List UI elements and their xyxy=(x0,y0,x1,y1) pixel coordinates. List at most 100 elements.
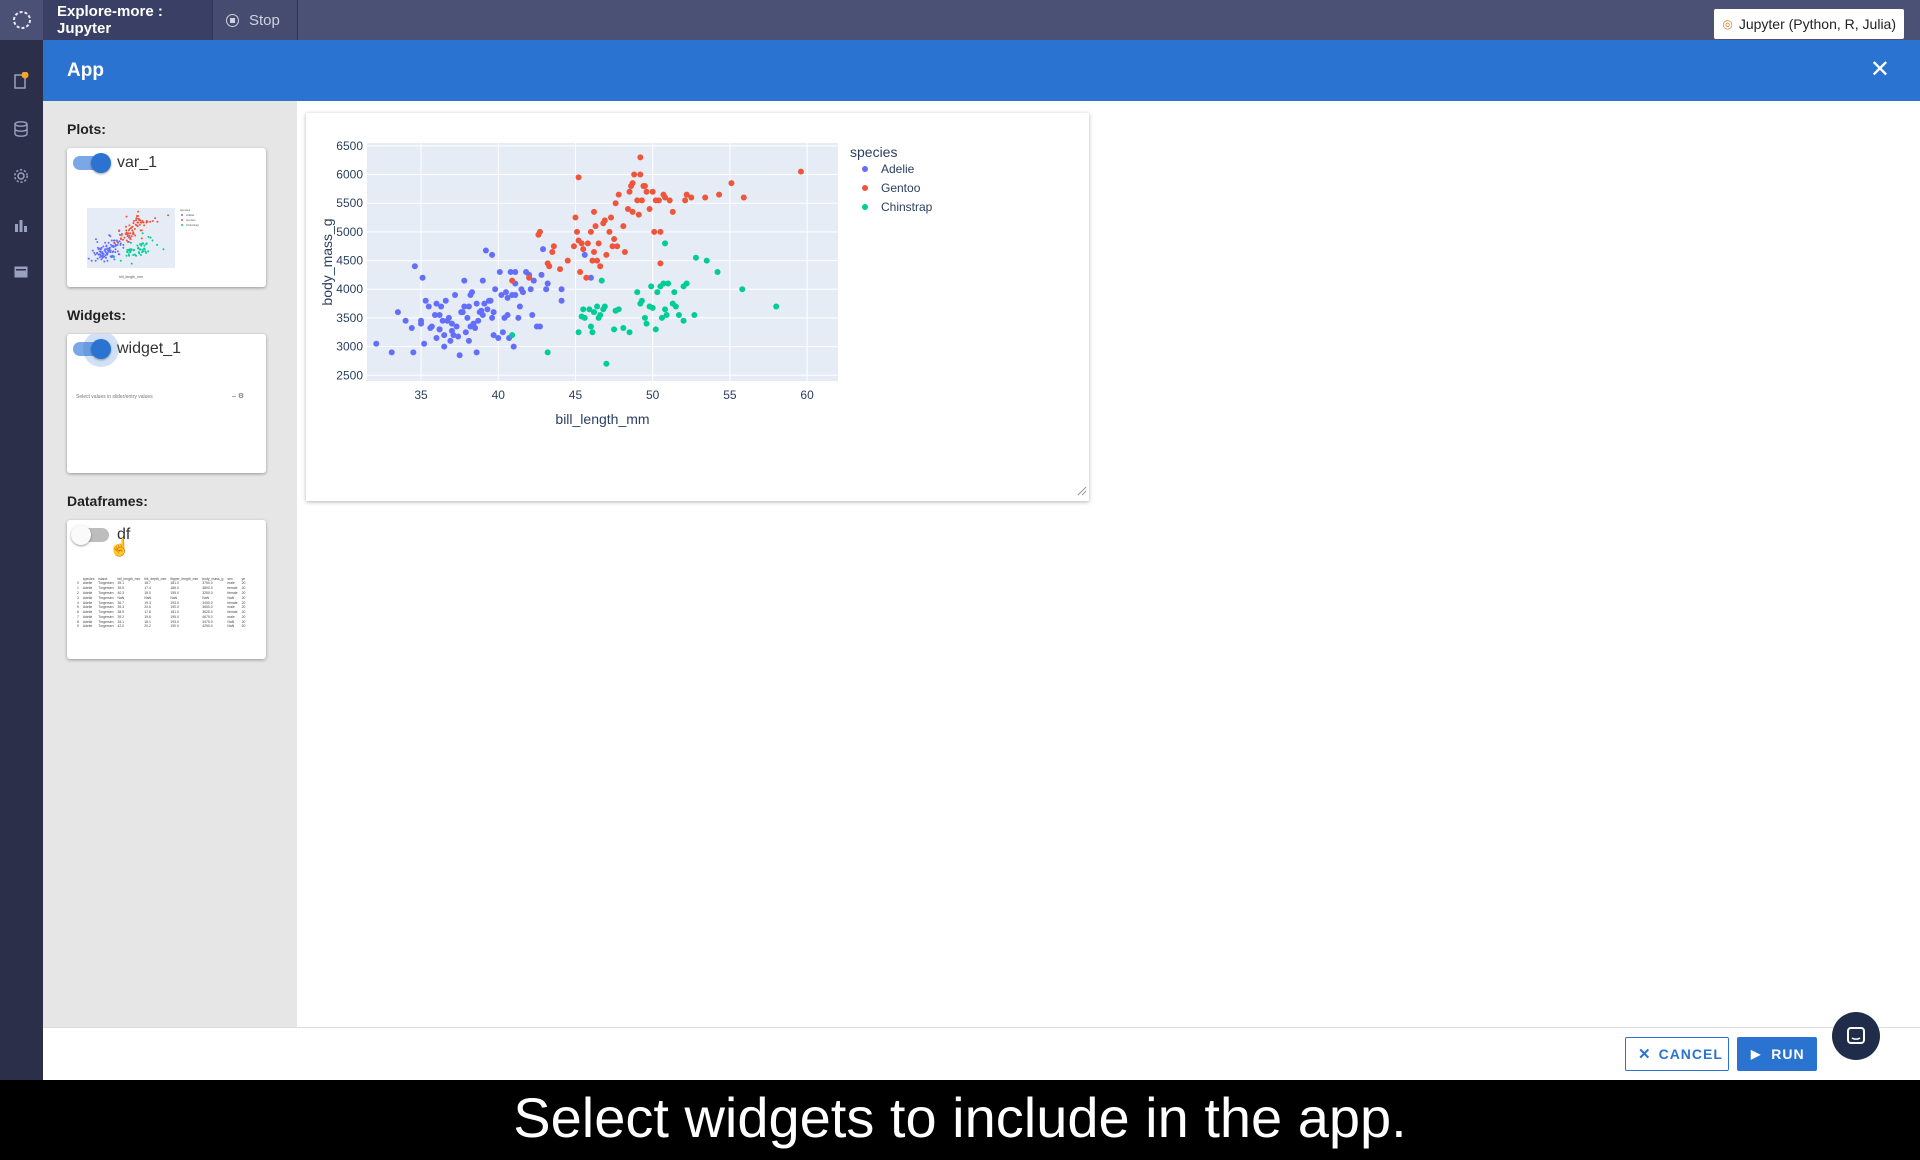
thumb-data-point xyxy=(96,240,99,243)
thumb-data-point xyxy=(102,245,105,248)
thumb-data-point xyxy=(102,255,105,258)
table-row: 7 Adelie Torgersen 39.2 19.6 195.0 4675.0 male 2… xyxy=(75,614,247,619)
data-point-gentoo xyxy=(666,197,673,204)
legend-title: species xyxy=(850,144,897,160)
widgets-label: Widgets: xyxy=(67,307,126,323)
data-point-gentoo xyxy=(643,188,650,195)
jupyter-icon: ◎ xyxy=(1722,17,1733,31)
table-cell: 39.2 xyxy=(117,614,125,619)
data-point-adelie xyxy=(456,352,463,359)
thumb-data-point xyxy=(110,256,113,259)
thumb-data-point xyxy=(103,260,106,263)
thumb-data-point xyxy=(122,246,125,249)
legend-item: Gentoo xyxy=(881,181,921,195)
chart-icon[interactable] xyxy=(10,214,32,236)
data-point-gentoo xyxy=(591,248,598,255)
x-tick-label: 55 xyxy=(723,388,737,402)
thumb-data-point xyxy=(93,251,96,254)
app-panel-icon[interactable] xyxy=(10,261,32,283)
data-point-gentoo xyxy=(637,171,644,178)
table-cell: male xyxy=(227,605,235,610)
table-cell: female xyxy=(227,590,238,595)
y-tick-label: 2500 xyxy=(336,368,363,382)
thumb-data-point xyxy=(123,236,126,239)
thumb-data-point xyxy=(127,229,130,232)
data-point-chinstrap xyxy=(581,314,588,321)
notebook-icon[interactable] xyxy=(10,70,32,92)
stop-button[interactable]: Stop xyxy=(214,0,298,40)
data-point-gentoo xyxy=(797,168,804,175)
data-point-adelie xyxy=(441,343,448,350)
thumb-data-point xyxy=(156,220,159,223)
plot-toggle[interactable] xyxy=(73,153,111,173)
thumb-data-point xyxy=(129,238,132,241)
table-cell: 0 xyxy=(77,581,79,586)
data-point-gentoo xyxy=(614,243,621,250)
data-point-chinstrap xyxy=(665,280,672,287)
data-point-chinstrap xyxy=(615,306,622,313)
data-point-gentoo xyxy=(607,214,614,221)
thumb-legend-item: Chinstrap xyxy=(186,223,199,227)
data-point-chinstrap xyxy=(626,329,633,336)
close-icon: ✕ xyxy=(1638,1046,1652,1063)
close-icon[interactable]: ✕ xyxy=(1869,56,1890,83)
app-logo-icon[interactable] xyxy=(0,0,43,40)
data-point-adelie xyxy=(482,247,489,254)
data-point-adelie xyxy=(507,269,514,276)
chat-button[interactable] xyxy=(1832,1012,1880,1060)
thumb-data-point xyxy=(105,244,108,247)
data-point-adelie xyxy=(442,297,449,304)
data-point-chinstrap xyxy=(675,312,682,319)
data-point-adelie xyxy=(445,314,452,321)
table-cell: Adelie xyxy=(82,624,93,629)
table-cell: 193.0 xyxy=(170,600,179,605)
plot-area xyxy=(367,143,838,381)
data-point-gentoo xyxy=(651,228,658,235)
database-icon[interactable] xyxy=(10,118,32,140)
gear-icon[interactable] xyxy=(10,165,32,187)
data-point-gentoo xyxy=(657,260,664,267)
data-point-adelie xyxy=(462,329,469,336)
table-row: 4 Adelie Torgersen 36.7 19.3 193.0 3450.0 femal… xyxy=(75,600,247,605)
table-cell: 195.0 xyxy=(170,614,179,619)
data-point-gentoo xyxy=(595,240,602,247)
thumb-data-point xyxy=(147,250,150,253)
thumb-data-point xyxy=(111,254,114,257)
tab-explore-more[interactable]: Explore-more : Jupyter xyxy=(43,0,213,40)
chat-icon xyxy=(1847,1027,1865,1044)
widget-card-widget-1[interactable]: widget_1 Select values in slider/entry v… xyxy=(67,334,266,473)
data-point-gentoo xyxy=(550,243,557,250)
stop-icon xyxy=(226,13,239,27)
run-button[interactable]: ▶ RUN xyxy=(1737,1037,1817,1071)
cancel-button[interactable]: ✕ CANCEL xyxy=(1625,1037,1729,1071)
thumb-data-point xyxy=(100,255,103,258)
kernel-selector[interactable]: ◎ Jupyter (Python, R, Julia) xyxy=(1714,9,1904,39)
thumb-data-point xyxy=(144,250,147,253)
thumb-data-point xyxy=(110,239,113,242)
plot-card-var-1[interactable]: var_1 species Adelie Gentoo Chinstrap bill_l… xyxy=(67,148,266,287)
thumb-plot-area xyxy=(87,208,175,268)
thumb-data-point xyxy=(133,227,136,230)
thumb-data-point xyxy=(126,251,129,254)
widget-toggle[interactable] xyxy=(73,339,111,359)
data-point-chinstrap xyxy=(638,297,645,304)
x-tick-label: 45 xyxy=(569,388,583,402)
thumb-data-point xyxy=(87,257,90,260)
dataframe-toggle[interactable] xyxy=(71,525,109,545)
legend-item: Adelie xyxy=(881,162,915,176)
thumb-data-point xyxy=(105,253,108,256)
table-cell: 20 xyxy=(241,619,246,624)
modal-header: App ✕ xyxy=(43,40,1920,101)
thumb-legend-item: Gentoo xyxy=(186,218,196,222)
dataframe-preview-table: species island bill_length_mm bill_depth_mm… xyxy=(75,577,247,629)
table-cell: NaN xyxy=(202,595,210,600)
thumb-data-point xyxy=(122,243,125,246)
selection-panel: Plots: var_1 species Adelie Gentoo Chinstra… xyxy=(43,101,297,1027)
table-cell: female xyxy=(227,610,238,615)
table-header-cell: species xyxy=(82,577,95,581)
table-cell: 20 xyxy=(241,614,246,619)
data-point-adelie xyxy=(502,289,509,296)
data-point-gentoo xyxy=(546,263,553,270)
scatter-chart[interactable]: 35 40 45 50 55 60 2500 3000 3500 4000 4500 5000 5500… xyxy=(306,113,1089,501)
dataframe-card-df[interactable]: df ☝ species island bill_length_mm bill_dep… xyxy=(67,520,266,659)
